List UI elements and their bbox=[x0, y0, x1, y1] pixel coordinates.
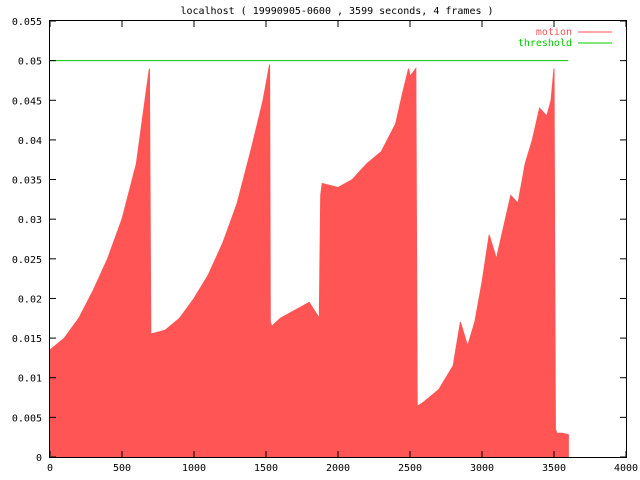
x-tick-label: 0 bbox=[47, 463, 53, 474]
x-tick-label: 3500 bbox=[542, 463, 566, 474]
legend-label-motion: motion bbox=[536, 27, 572, 38]
x-tick-label: 4000 bbox=[614, 463, 638, 474]
y-tick-label: 0.03 bbox=[18, 215, 42, 226]
x-tick-label: 2500 bbox=[398, 463, 422, 474]
motion-series-area bbox=[49, 64, 569, 458]
chart-title: localhost ( 19990905-0600 , 3599 seconds… bbox=[180, 6, 493, 17]
plot-area bbox=[49, 60, 569, 458]
y-tick-label: 0.05 bbox=[18, 57, 42, 68]
axis-ticks: 0 500 1000 1500 2000 2500 3000 3500 4000 0 0.005 0.… bbox=[12, 17, 638, 474]
plot-frame bbox=[49, 20, 627, 458]
y-tick-label: 0 bbox=[36, 453, 42, 464]
y-tick-label: 0.025 bbox=[12, 255, 42, 266]
legend-label-threshold: threshold bbox=[518, 38, 572, 49]
y-tick-label: 0.005 bbox=[12, 413, 42, 424]
x-tick-label: 1500 bbox=[254, 463, 278, 474]
x-tick-label: 500 bbox=[113, 463, 131, 474]
y-tick-label: 0.045 bbox=[12, 96, 42, 107]
x-tick-label: 1000 bbox=[182, 463, 206, 474]
legend: motion threshold bbox=[518, 27, 612, 49]
y-tick-label: 0.01 bbox=[18, 374, 42, 385]
x-tick-label: 3000 bbox=[470, 463, 494, 474]
y-tick-label: 0.04 bbox=[18, 136, 42, 147]
y-tick-label: 0.02 bbox=[18, 294, 42, 305]
x-tick-label: 2000 bbox=[326, 463, 350, 474]
y-tick-label: 0.035 bbox=[12, 176, 42, 187]
y-tick-label: 0.055 bbox=[12, 17, 42, 28]
y-tick-label: 0.015 bbox=[12, 334, 42, 345]
